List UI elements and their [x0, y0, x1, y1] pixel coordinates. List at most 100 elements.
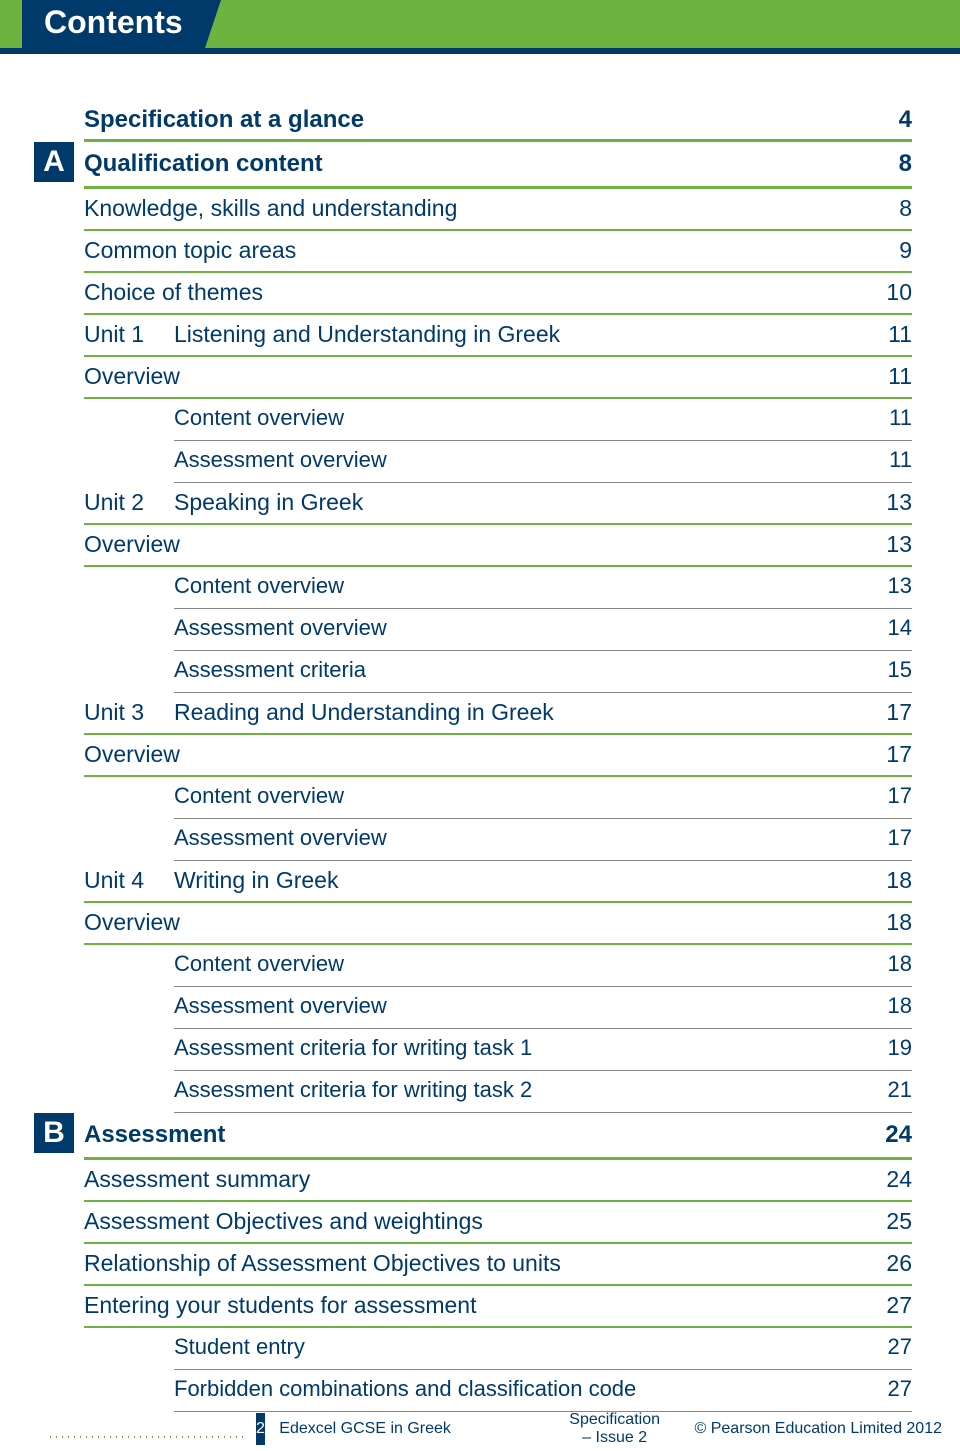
toc-label: Overview: [84, 363, 866, 390]
toc-row[interactable]: BAssessment24: [84, 1113, 912, 1160]
toc-row[interactable]: Choice of themes10: [84, 273, 912, 315]
footer-left-text: Edexcel GCSE in Greek: [279, 1420, 569, 1438]
toc-label: Content overview: [174, 573, 866, 599]
toc-row[interactable]: Assessment overview17: [174, 819, 912, 861]
toc-page: 11: [866, 447, 912, 473]
toc-page: 17: [866, 783, 912, 809]
toc-label: Overview: [84, 909, 866, 936]
toc-page: 26: [866, 1250, 912, 1277]
toc-row[interactable]: Student entry27: [174, 1328, 912, 1370]
toc-row[interactable]: Unit 3Reading and Understanding in Greek…: [84, 693, 912, 735]
toc-page: 25: [866, 1208, 912, 1235]
page-footer: 2 Edexcel GCSE in Greek Specification – …: [0, 1407, 960, 1451]
toc-row[interactable]: Content overview11: [174, 399, 912, 441]
toc-label: Content overview: [174, 951, 866, 977]
toc-label: Choice of themes: [84, 279, 866, 306]
toc-page: 18: [866, 951, 912, 977]
toc-row[interactable]: Assessment Objectives and weightings25: [84, 1202, 912, 1244]
toc-page: 18: [866, 909, 912, 936]
footer-rule: [50, 1436, 244, 1438]
toc-label: Assessment Objectives and weightings: [84, 1208, 866, 1235]
toc-row[interactable]: Relationship of Assessment Objectives to…: [84, 1244, 912, 1286]
toc-label: Speaking in Greek: [174, 489, 866, 516]
toc-label: Specification at a glance: [84, 106, 866, 134]
toc-page: 13: [866, 489, 912, 516]
toc-page: 24: [866, 1166, 912, 1193]
toc-label: Content overview: [174, 405, 866, 431]
toc-label: Writing in Greek: [174, 867, 866, 894]
toc-page: 19: [866, 1035, 912, 1061]
toc-label: Listening and Understanding in Greek: [174, 321, 866, 348]
toc-row[interactable]: Overview11: [84, 357, 912, 399]
toc-unit: Unit 4: [84, 867, 174, 894]
toc-row[interactable]: Assessment overview11: [174, 441, 912, 483]
toc-row[interactable]: Assessment criteria for writing task 119: [174, 1029, 912, 1071]
toc-page: 24: [866, 1121, 912, 1149]
toc-page: 21: [866, 1077, 912, 1103]
toc-page: 18: [866, 993, 912, 1019]
toc-page: 11: [866, 321, 912, 348]
section-marker: B: [34, 1113, 74, 1153]
toc-label: Entering your students for assessment: [84, 1292, 866, 1319]
toc-row[interactable]: Assessment criteria for writing task 221: [174, 1071, 912, 1113]
footer-right-text: © Pearson Education Limited 2012: [660, 1420, 960, 1438]
toc-page: 27: [866, 1292, 912, 1319]
toc-label: Reading and Understanding in Greek: [174, 699, 866, 726]
toc-page: 17: [866, 825, 912, 851]
toc-marker-col: B: [24, 1119, 84, 1153]
page-title: Contents: [44, 4, 183, 40]
toc-label: Overview: [84, 741, 866, 768]
toc-row[interactable]: Overview17: [84, 735, 912, 777]
toc-row[interactable]: Content overview13: [174, 567, 912, 609]
toc-label: Assessment criteria for writing task 1: [174, 1035, 866, 1061]
toc-row[interactable]: Entering your students for assessment27: [84, 1286, 912, 1328]
toc-label: Assessment summary: [84, 1166, 866, 1193]
toc-page: 13: [866, 531, 912, 558]
toc-label: Qualification content: [84, 150, 866, 178]
toc-row[interactable]: Knowledge, skills and understanding8: [84, 189, 912, 231]
toc-label: Assessment criteria for writing task 2: [174, 1077, 866, 1103]
toc-row[interactable]: AQualification content8: [84, 142, 912, 189]
toc-label: Assessment: [84, 1121, 866, 1149]
toc-page: 11: [866, 405, 912, 431]
toc-page: 15: [866, 657, 912, 683]
toc-row[interactable]: Content overview18: [174, 945, 912, 987]
toc-row[interactable]: Common topic areas9: [84, 231, 912, 273]
toc-row[interactable]: Forbidden combinations and classificatio…: [174, 1370, 912, 1412]
toc-label: Knowledge, skills and understanding: [84, 195, 866, 222]
toc-marker-col: A: [24, 148, 84, 182]
toc-row[interactable]: Specification at a glance4: [84, 100, 912, 142]
toc-label: Assessment criteria: [174, 657, 866, 683]
toc-page: 17: [866, 699, 912, 726]
toc-page: 11: [866, 363, 912, 390]
toc-label: Assessment overview: [174, 993, 866, 1019]
section-marker: A: [34, 142, 74, 182]
toc-page: 18: [866, 867, 912, 894]
footer-mid-text: Specification – Issue 2: [569, 1411, 660, 1447]
toc-label: Student entry: [174, 1334, 866, 1360]
toc-page: 27: [866, 1334, 912, 1360]
table-of-contents: Specification at a glance4AQualification…: [24, 100, 912, 1412]
toc-page: 17: [866, 741, 912, 768]
toc-row[interactable]: Assessment criteria15: [174, 651, 912, 693]
toc-unit: Unit 1: [84, 321, 174, 348]
page-title-tab: Contents: [22, 0, 205, 48]
toc-row[interactable]: Assessment summary24: [84, 1160, 912, 1202]
toc-label: Forbidden combinations and classificatio…: [174, 1376, 866, 1402]
toc-page: 14: [866, 615, 912, 641]
toc-page: 8: [866, 150, 912, 178]
toc-row[interactable]: Assessment overview14: [174, 609, 912, 651]
toc-row[interactable]: Assessment overview18: [174, 987, 912, 1029]
toc-label: Content overview: [174, 783, 866, 809]
toc-label: Relationship of Assessment Objectives to…: [84, 1250, 866, 1277]
toc-row[interactable]: Overview18: [84, 903, 912, 945]
footer-page-number: 2: [256, 1420, 265, 1438]
toc-row[interactable]: Content overview17: [174, 777, 912, 819]
toc-row[interactable]: Unit 1Listening and Understanding in Gre…: [84, 315, 912, 357]
toc-row[interactable]: Overview13: [84, 525, 912, 567]
toc-unit: Unit 3: [84, 699, 174, 726]
toc-row[interactable]: Unit 4Writing in Greek18: [84, 861, 912, 903]
toc-page: 27: [866, 1376, 912, 1402]
toc-label: Overview: [84, 531, 866, 558]
toc-row[interactable]: Unit 2Speaking in Greek13: [84, 483, 912, 525]
